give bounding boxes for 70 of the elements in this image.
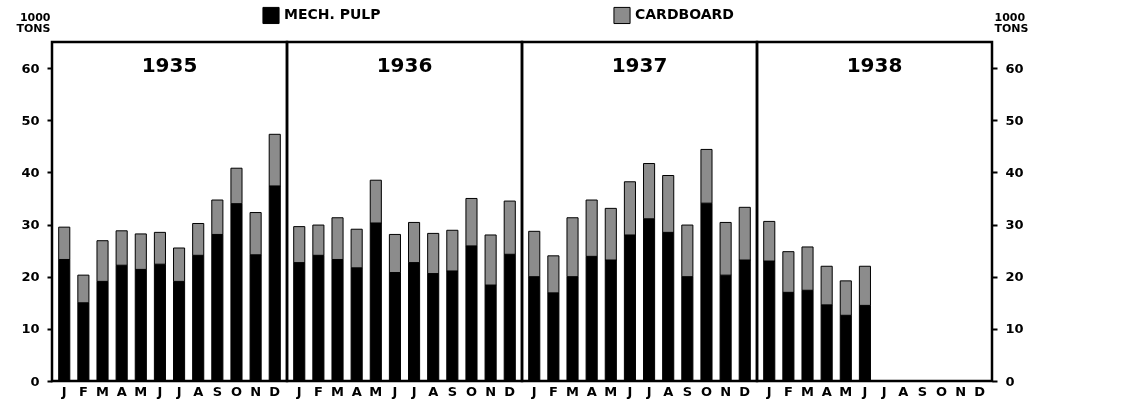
text: 1935 (141, 53, 198, 77)
x-tick-label: S (212, 383, 223, 399)
x-tick-label: A (193, 383, 204, 399)
x-tick-label: J (295, 383, 302, 399)
x-tick-label: M (604, 383, 618, 399)
x-tick-label: J (765, 383, 772, 399)
x-tick-label: J (391, 383, 398, 399)
y-tick-label: 40 (21, 164, 40, 180)
y2-tick-label: 40 (1005, 164, 1024, 180)
x-tick-label: O (935, 383, 948, 399)
x-tick-label: M (801, 383, 814, 399)
y2-tick-label: 20 (1005, 269, 1024, 285)
x-tick-label: A (586, 383, 597, 399)
legend-label: MECH. PULP (284, 6, 381, 23)
x-tick-label: J (530, 383, 537, 399)
x-tick-label: O (465, 383, 478, 399)
x-tick-label: D (269, 383, 281, 399)
x-tick-label: A (428, 383, 439, 399)
y2-tick-label: 0 (1005, 373, 1015, 389)
y2-tick-label: 50 (1005, 112, 1024, 128)
text: 1938 (846, 53, 903, 77)
x-tick-label: A (821, 383, 832, 399)
x-tick-label: N (250, 383, 262, 399)
y-tick-label: 50 (21, 112, 40, 128)
x-tick-label: J (156, 383, 163, 399)
x-tick-label: F (783, 383, 793, 399)
x-tick-label: J (626, 383, 633, 399)
x-tick-label: O (230, 383, 243, 399)
x-tick-label: J (60, 383, 67, 399)
x-tick-label: D (739, 383, 751, 399)
x-tick-label: N (485, 383, 497, 399)
x-tick-label: J (175, 383, 182, 399)
text: 1936 (376, 53, 433, 77)
x-tick-label: M (134, 383, 148, 399)
x-tick-label: S (682, 383, 693, 399)
text: 1937 (611, 53, 668, 77)
x-tick-label: F (313, 383, 323, 399)
x-tick-label: J (645, 383, 652, 399)
x-tick-label: A (898, 383, 909, 399)
x-tick-label: S (917, 383, 928, 399)
x-tick-label: S (447, 383, 458, 399)
x-tick-label: A (116, 383, 127, 399)
y-axis-title: 1000 TONS (16, 10, 51, 35)
x-tick-label: J (410, 383, 417, 399)
x-tick-label: F (78, 383, 88, 399)
x-tick-label: N (955, 383, 967, 399)
x-tick-label: F (548, 383, 558, 399)
y2-tick-label: 30 (1005, 217, 1024, 233)
x-tick-label: O (700, 383, 713, 399)
x-tick-label: M (839, 383, 853, 399)
x-tick-label: M (331, 383, 344, 399)
x-tick-label: J (861, 383, 868, 399)
x-tick-label: A (663, 383, 674, 399)
x-tick-label: M (566, 383, 579, 399)
legend-label: CARDBOARD (635, 6, 734, 23)
x-tick-label: M (96, 383, 109, 399)
y-tick-label: 10 (21, 321, 40, 337)
y-tick-label: 20 (21, 269, 40, 285)
x-tick-label: D (974, 383, 986, 399)
y-tick-label: 0 (30, 373, 40, 389)
y-tick-label: 60 (21, 60, 40, 76)
x-tick-label: J (880, 383, 887, 399)
y2-tick-label: 10 (1005, 321, 1024, 337)
x-tick-label: D (504, 383, 516, 399)
x-tick-label: A (351, 383, 362, 399)
x-tick-label: M (369, 383, 383, 399)
x-tick-label: N (720, 383, 732, 399)
y2-tick-label: 60 (1005, 60, 1024, 76)
y2-axis-title: 1000 TONS (994, 10, 1029, 35)
y-tick-label: 30 (21, 217, 40, 233)
